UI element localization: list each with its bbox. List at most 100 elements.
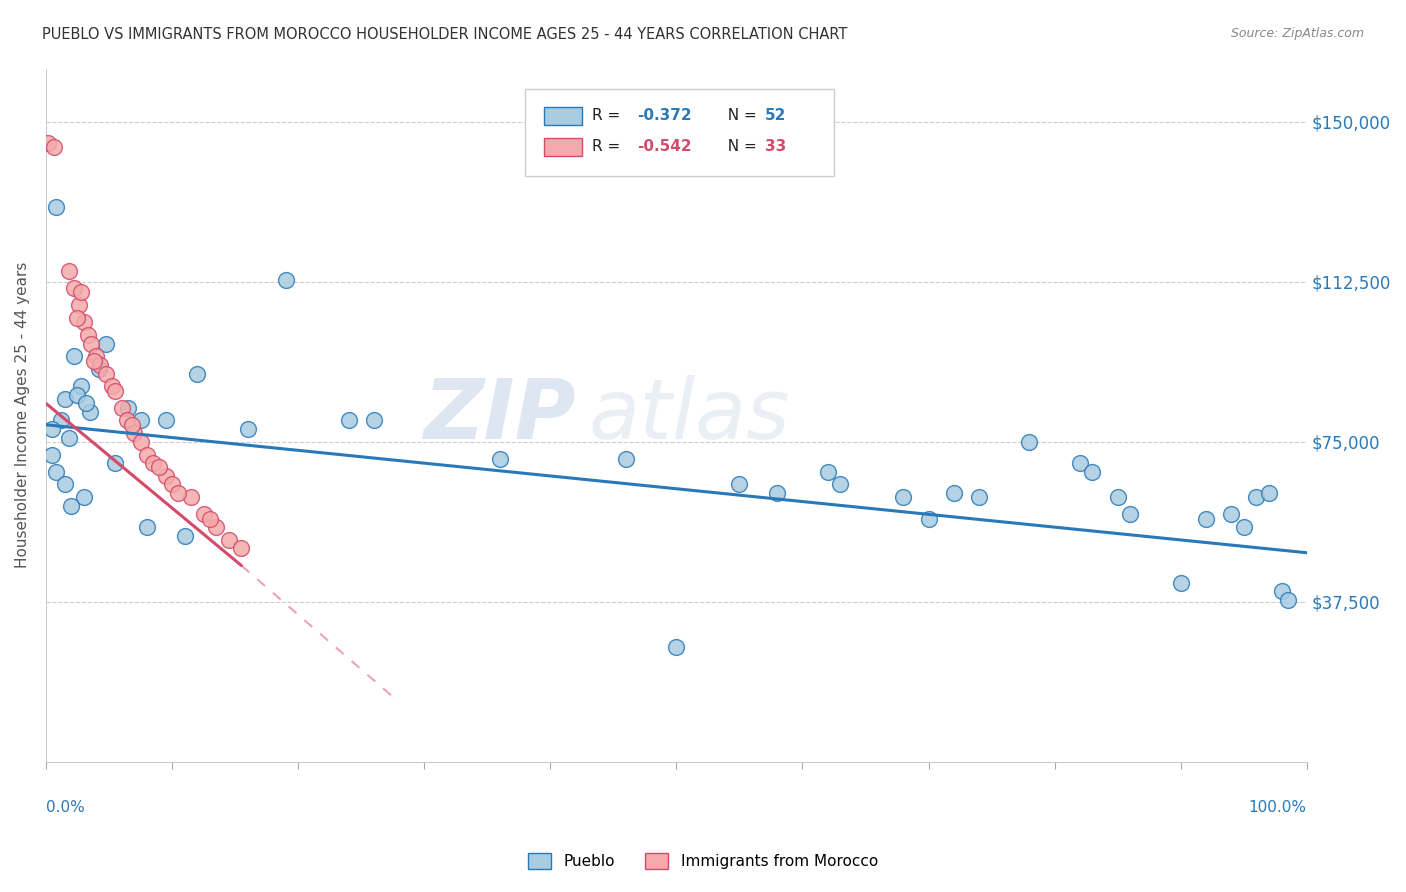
Text: R =: R = <box>592 108 626 123</box>
Point <box>817 465 839 479</box>
Point <box>967 490 990 504</box>
Point <box>180 490 202 504</box>
Point <box>67 298 90 312</box>
Text: N =: N = <box>718 108 762 123</box>
Point <box>614 451 637 466</box>
FancyBboxPatch shape <box>524 89 834 176</box>
Point <box>135 520 157 534</box>
Point <box>142 456 165 470</box>
Point <box>274 273 297 287</box>
Point <box>173 529 195 543</box>
Point <box>1069 456 1091 470</box>
Point <box>42 140 65 154</box>
Point <box>111 401 134 415</box>
Point <box>104 384 127 398</box>
Text: N =: N = <box>718 139 762 154</box>
FancyBboxPatch shape <box>544 138 582 156</box>
Point <box>205 520 228 534</box>
Point <box>363 413 385 427</box>
Point <box>155 469 177 483</box>
Point <box>104 456 127 470</box>
Point <box>186 367 208 381</box>
Point <box>830 477 852 491</box>
Point <box>231 541 253 556</box>
Point <box>236 422 259 436</box>
Point <box>766 486 789 500</box>
Point <box>122 426 145 441</box>
Point <box>62 281 84 295</box>
Point <box>79 405 101 419</box>
FancyBboxPatch shape <box>544 107 582 125</box>
Point <box>1119 508 1142 522</box>
Point <box>1270 584 1292 599</box>
Point <box>60 499 83 513</box>
Point <box>117 401 139 415</box>
Point <box>115 413 138 427</box>
Point <box>89 358 111 372</box>
Point <box>45 200 67 214</box>
Point <box>337 413 360 427</box>
Point <box>96 367 118 381</box>
Text: -0.542: -0.542 <box>637 139 692 154</box>
Point <box>160 477 183 491</box>
Point <box>75 396 97 410</box>
Point <box>1246 490 1268 504</box>
Point <box>1220 508 1243 522</box>
Point <box>58 264 80 278</box>
Point <box>86 350 108 364</box>
Point <box>80 336 103 351</box>
Point <box>728 477 751 491</box>
Point <box>53 392 76 406</box>
Point <box>70 379 93 393</box>
Text: Source: ZipAtlas.com: Source: ZipAtlas.com <box>1230 27 1364 40</box>
Point <box>83 353 105 368</box>
Point <box>891 490 914 504</box>
Point <box>155 413 177 427</box>
Point <box>917 511 939 525</box>
Point <box>53 477 76 491</box>
Point <box>1195 511 1218 525</box>
Point <box>66 388 89 402</box>
Text: PUEBLO VS IMMIGRANTS FROM MOROCCO HOUSEHOLDER INCOME AGES 25 - 44 YEARS CORRELAT: PUEBLO VS IMMIGRANTS FROM MOROCCO HOUSEH… <box>42 27 848 42</box>
Point <box>100 379 122 393</box>
Point <box>41 422 63 436</box>
Point <box>62 350 84 364</box>
Point <box>129 413 152 427</box>
Point <box>41 448 63 462</box>
Point <box>73 490 96 504</box>
Point <box>49 413 72 427</box>
Text: atlas: atlas <box>588 375 790 456</box>
Text: 33: 33 <box>765 139 786 154</box>
Point <box>70 285 93 300</box>
Point <box>96 336 118 351</box>
Point <box>1170 575 1192 590</box>
Point <box>218 533 240 547</box>
Point <box>1018 434 1040 449</box>
Point <box>1233 520 1256 534</box>
Point <box>76 328 98 343</box>
Point <box>45 465 67 479</box>
Point <box>129 434 152 449</box>
Text: ZIP: ZIP <box>423 375 575 456</box>
Point <box>1277 592 1299 607</box>
Text: R =: R = <box>592 139 626 154</box>
Point <box>1081 465 1104 479</box>
Point <box>489 451 512 466</box>
Point <box>135 448 157 462</box>
Point <box>73 315 96 329</box>
Point <box>58 431 80 445</box>
Point <box>1258 486 1281 500</box>
Text: 100.0%: 100.0% <box>1249 800 1306 815</box>
Point <box>665 640 688 654</box>
Text: 52: 52 <box>765 108 786 123</box>
Point <box>148 460 170 475</box>
Point <box>198 511 221 525</box>
Point <box>1107 490 1129 504</box>
Point <box>37 136 59 151</box>
Point <box>167 486 190 500</box>
Point <box>66 311 89 326</box>
Point <box>942 486 965 500</box>
Point <box>121 417 143 432</box>
Point <box>87 362 110 376</box>
Text: -0.372: -0.372 <box>637 108 692 123</box>
